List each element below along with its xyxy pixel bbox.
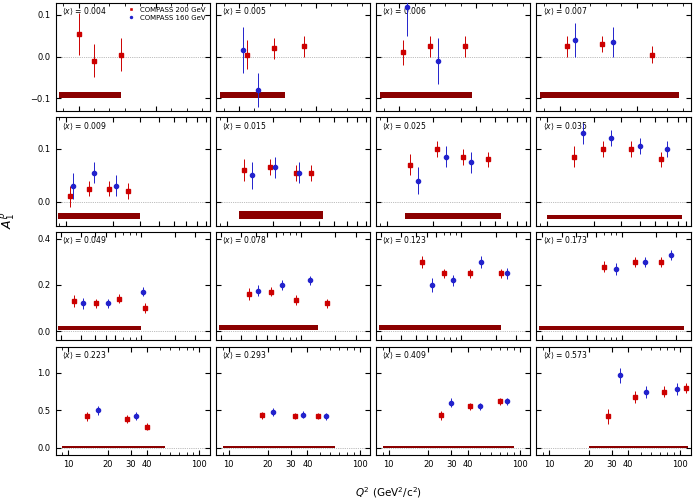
Bar [219,326,318,330]
Text: $\langle x\rangle$ = 0.409: $\langle x\rangle$ = 0.409 [382,350,428,361]
Text: $Q^2$ (GeV$^2$/c$^2$): $Q^2$ (GeV$^2$/c$^2$) [355,485,422,500]
Text: $\langle x\rangle$ = 0.009: $\langle x\rangle$ = 0.009 [62,120,107,132]
Bar [540,92,679,98]
Bar [405,214,501,218]
Text: $\langle x\rangle$ = 0.015: $\langle x\rangle$ = 0.015 [222,120,267,132]
Text: $\langle x\rangle$ = 0.035: $\langle x\rangle$ = 0.035 [543,120,587,132]
Bar [548,216,682,218]
Bar [223,446,335,448]
Text: $\langle x\rangle$ = 0.004: $\langle x\rangle$ = 0.004 [62,6,107,17]
Bar [62,446,165,448]
Bar [239,211,323,218]
Bar [58,326,141,330]
Text: $\langle x\rangle$ = 0.573: $\langle x\rangle$ = 0.573 [543,350,587,361]
Text: $\langle x\rangle$ = 0.007: $\langle x\rangle$ = 0.007 [543,6,588,17]
Text: $\langle x\rangle$ = 0.293: $\langle x\rangle$ = 0.293 [222,350,266,361]
Bar [589,446,688,448]
Text: $\langle x\rangle$ = 0.025: $\langle x\rangle$ = 0.025 [382,120,428,132]
Text: $A_1^p$: $A_1^p$ [0,212,18,228]
Text: $\langle x\rangle$ = 0.078: $\langle x\rangle$ = 0.078 [222,235,267,246]
Text: $\langle x\rangle$ = 0.006: $\langle x\rangle$ = 0.006 [382,6,428,17]
Bar [60,92,121,98]
Bar [383,446,514,448]
Text: $\langle x\rangle$ = 0.223: $\langle x\rangle$ = 0.223 [62,350,106,361]
Bar [539,326,684,330]
Bar [58,214,140,218]
Text: $\langle x\rangle$ = 0.005: $\langle x\rangle$ = 0.005 [222,6,267,17]
Bar [379,326,500,330]
Text: $\langle x\rangle$ = 0.049: $\langle x\rangle$ = 0.049 [62,235,107,246]
Text: $\langle x\rangle$ = 0.123: $\langle x\rangle$ = 0.123 [382,235,428,246]
Bar [380,92,473,98]
Legend: COMPASS 200 GeV, COMPASS 160 GeV: COMPASS 200 GeV, COMPASS 160 GeV [124,6,206,22]
Text: $\langle x\rangle$ = 0.173: $\langle x\rangle$ = 0.173 [543,235,588,246]
Bar [220,92,285,98]
